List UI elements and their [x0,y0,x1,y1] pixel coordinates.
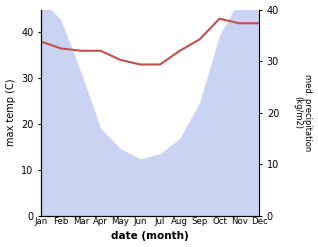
Y-axis label: med. precipitation
(kg/m2): med. precipitation (kg/m2) [293,74,313,151]
Y-axis label: max temp (C): max temp (C) [5,79,16,146]
X-axis label: date (month): date (month) [111,231,189,242]
